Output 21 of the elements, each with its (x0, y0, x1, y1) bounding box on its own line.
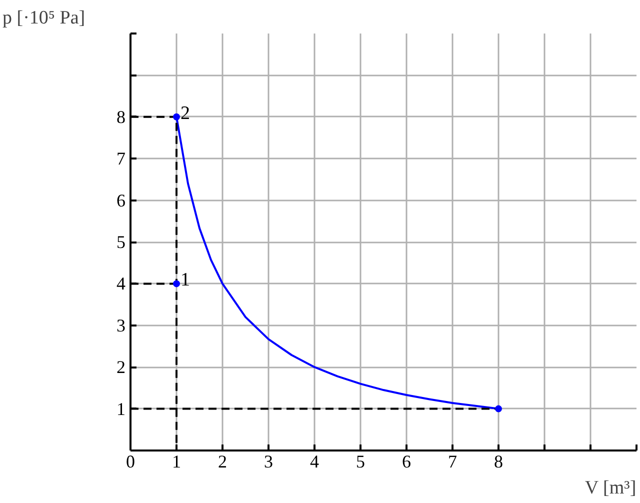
x-tick-label: 2 (218, 452, 227, 472)
x-tick-label: 6 (402, 452, 411, 472)
annotation: 2 (180, 102, 190, 124)
x-tick-label: 7 (448, 452, 457, 472)
y-tick-label: 3 (116, 315, 126, 336)
y-tick-label: 1 (116, 398, 126, 419)
x-axis-title: V [m³] (584, 478, 636, 498)
y-tick-label: 2 (116, 357, 126, 378)
x-tick-label: 4 (310, 452, 319, 472)
x-tick-label: 3 (264, 452, 273, 472)
annotation: 1 (180, 270, 190, 291)
y-tick-label: 8 (116, 106, 126, 127)
x-tick-label: 5 (356, 452, 365, 472)
y-axis-title: p [·10⁵ Pa] (2, 8, 86, 28)
y-tick-label: 4 (116, 274, 126, 294)
x-tick-label: 8 (494, 452, 503, 472)
y-tick-label: 6 (116, 190, 126, 210)
y-tick-label: 7 (116, 148, 126, 169)
y-tick-label: 5 (116, 232, 126, 252)
x-tick-label: 1 (172, 452, 181, 472)
x-tick-label: 0 (126, 452, 135, 472)
